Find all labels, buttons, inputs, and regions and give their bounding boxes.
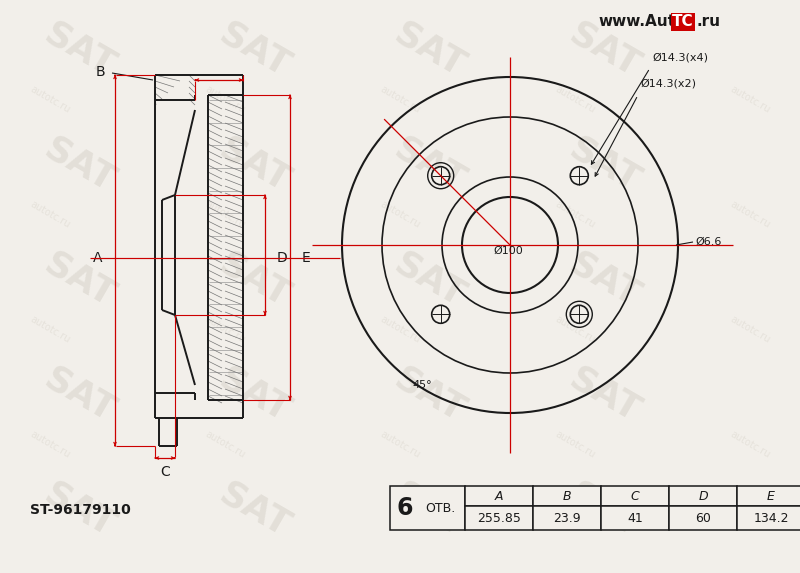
Bar [601, 506, 669, 530]
Text: D: D [277, 251, 288, 265]
Bar [737, 486, 800, 506]
Text: .ru: .ru [696, 14, 720, 29]
Text: autotc.ru: autotc.ru [728, 85, 772, 115]
Bar [533, 486, 601, 506]
Text: SAT: SAT [214, 362, 297, 429]
Bar [390, 486, 465, 530]
Text: autotc.ru: autotc.ru [728, 430, 772, 461]
Bar [601, 486, 669, 506]
Text: autotc.ru: autotc.ru [728, 315, 772, 346]
Text: B: B [95, 65, 105, 79]
Text: SAT: SAT [38, 131, 122, 199]
Bar [465, 506, 533, 530]
Text: SAT: SAT [389, 362, 471, 429]
Text: 60: 60 [695, 512, 711, 524]
Text: ОТВ.: ОТВ. [425, 501, 455, 515]
Text: autotc.ru: autotc.ru [28, 199, 72, 230]
Text: autotc.ru: autotc.ru [378, 85, 422, 115]
Text: Ø14.3(x4): Ø14.3(x4) [652, 52, 708, 62]
Text: autotc.ru: autotc.ru [203, 430, 246, 461]
Text: autotc.ru: autotc.ru [378, 430, 422, 461]
Text: SAT: SAT [214, 246, 297, 314]
Text: autotc.ru: autotc.ru [554, 199, 597, 230]
Text: SAT: SAT [38, 246, 122, 314]
Bar [669, 506, 737, 530]
Text: 255.85: 255.85 [477, 512, 521, 524]
Text: C: C [630, 489, 639, 503]
Text: E: E [767, 489, 775, 503]
Text: autotc.ru: autotc.ru [203, 315, 246, 346]
Bar [671, 13, 695, 31]
Text: autotc.ru: autotc.ru [378, 315, 422, 346]
Text: autotc.ru: autotc.ru [203, 85, 246, 115]
Bar [533, 506, 601, 530]
Text: autotc.ru: autotc.ru [554, 430, 597, 461]
Text: Ø14.3(x2): Ø14.3(x2) [640, 78, 696, 88]
Text: SAT: SAT [563, 131, 646, 199]
Text: www.Auto: www.Auto [598, 14, 686, 29]
Text: SAT: SAT [563, 16, 646, 84]
Text: SAT: SAT [214, 131, 297, 199]
Bar [669, 486, 737, 506]
Text: Ø6.6: Ø6.6 [695, 237, 722, 247]
Text: autotc.ru: autotc.ru [554, 315, 597, 346]
Circle shape [432, 167, 450, 185]
Text: autotc.ru: autotc.ru [28, 430, 72, 461]
Text: SAT: SAT [563, 362, 646, 429]
Text: autotc.ru: autotc.ru [554, 85, 597, 115]
Text: A: A [94, 251, 102, 265]
Text: D: D [698, 489, 708, 503]
Text: SAT: SAT [563, 476, 646, 544]
Text: autotc.ru: autotc.ru [728, 199, 772, 230]
Bar [465, 486, 533, 506]
Text: 23.9: 23.9 [553, 512, 581, 524]
Text: SAT: SAT [563, 246, 646, 314]
Text: autotc.ru: autotc.ru [28, 315, 72, 346]
Text: 41: 41 [627, 512, 643, 524]
Text: SAT: SAT [214, 16, 297, 84]
Text: autotc.ru: autotc.ru [203, 199, 246, 230]
Text: E: E [302, 251, 310, 265]
Text: SAT: SAT [389, 476, 471, 544]
Text: A: A [494, 489, 503, 503]
Text: B: B [562, 489, 571, 503]
Text: 45°: 45° [412, 380, 432, 390]
Circle shape [570, 305, 588, 323]
Text: autotc.ru: autotc.ru [28, 85, 72, 115]
Circle shape [432, 305, 450, 323]
Text: SAT: SAT [389, 16, 471, 84]
Text: SAT: SAT [38, 16, 122, 84]
Bar [737, 506, 800, 530]
Text: C: C [160, 465, 170, 479]
Text: 6: 6 [397, 496, 414, 520]
Text: SAT: SAT [214, 476, 297, 544]
Text: SAT: SAT [38, 476, 122, 544]
Text: ST-96179110: ST-96179110 [30, 503, 130, 517]
Circle shape [570, 167, 588, 185]
Text: autotc.ru: autotc.ru [378, 199, 422, 230]
Text: SAT: SAT [38, 362, 122, 429]
Text: Ø100: Ø100 [493, 246, 523, 256]
Text: SAT: SAT [389, 131, 471, 199]
Text: 134.2: 134.2 [754, 512, 789, 524]
Text: SAT: SAT [389, 246, 471, 314]
Text: TC: TC [672, 14, 694, 29]
